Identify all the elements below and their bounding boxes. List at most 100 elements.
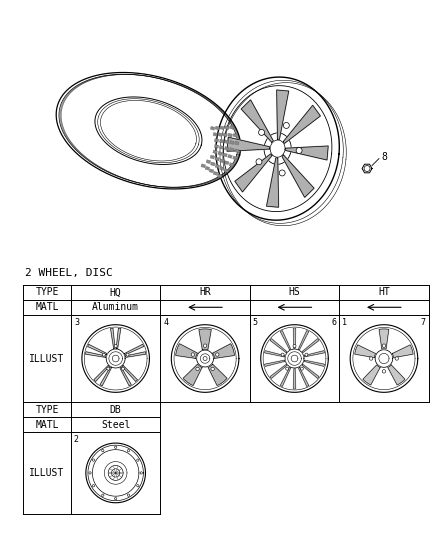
Polygon shape <box>213 344 234 358</box>
Polygon shape <box>392 345 413 358</box>
Bar <box>219 139 224 143</box>
Bar <box>217 174 222 178</box>
Text: 7: 7 <box>420 318 426 327</box>
Circle shape <box>92 459 95 461</box>
Circle shape <box>107 367 110 370</box>
Polygon shape <box>283 106 320 143</box>
Text: ILLUST: ILLUST <box>29 468 65 478</box>
Circle shape <box>127 449 130 452</box>
Text: HS: HS <box>289 287 300 297</box>
Bar <box>230 148 234 151</box>
Text: 2: 2 <box>74 435 79 444</box>
Circle shape <box>114 497 117 500</box>
Bar <box>215 164 220 168</box>
Circle shape <box>203 344 207 348</box>
Polygon shape <box>363 365 380 385</box>
Polygon shape <box>116 328 121 349</box>
Bar <box>219 166 224 171</box>
Bar <box>218 133 223 136</box>
Text: ILLUST: ILLUST <box>29 353 65 364</box>
Bar <box>206 160 211 164</box>
Polygon shape <box>298 330 309 350</box>
Circle shape <box>92 484 95 487</box>
Polygon shape <box>199 329 211 350</box>
Polygon shape <box>298 367 309 386</box>
Text: TYPE: TYPE <box>35 405 59 415</box>
Polygon shape <box>265 360 285 366</box>
Bar <box>230 125 234 130</box>
Polygon shape <box>183 364 202 385</box>
Circle shape <box>121 367 124 370</box>
Circle shape <box>300 367 304 370</box>
Text: 2 WHEEL, DISC: 2 WHEEL, DISC <box>25 268 113 278</box>
Bar <box>214 144 219 148</box>
Circle shape <box>283 123 290 128</box>
Text: 8: 8 <box>381 151 387 161</box>
Polygon shape <box>100 367 112 386</box>
Polygon shape <box>302 364 319 378</box>
Polygon shape <box>176 344 198 358</box>
Bar <box>210 155 215 159</box>
Polygon shape <box>265 351 285 357</box>
Text: MATL: MATL <box>35 302 59 312</box>
Circle shape <box>196 367 199 370</box>
Circle shape <box>258 130 265 135</box>
Circle shape <box>286 367 289 370</box>
Polygon shape <box>267 158 279 207</box>
Polygon shape <box>304 360 325 366</box>
Bar <box>201 164 205 168</box>
Circle shape <box>137 484 139 487</box>
Bar <box>228 155 232 158</box>
Text: 3: 3 <box>74 318 79 327</box>
Bar <box>223 153 227 157</box>
Polygon shape <box>282 155 314 197</box>
Polygon shape <box>122 365 138 382</box>
Circle shape <box>114 344 117 348</box>
Circle shape <box>89 472 91 474</box>
Circle shape <box>256 159 262 165</box>
Polygon shape <box>277 90 289 140</box>
Bar <box>213 132 218 136</box>
Bar <box>233 133 237 138</box>
Bar <box>213 172 218 175</box>
Circle shape <box>127 494 130 496</box>
Bar <box>214 139 219 142</box>
Circle shape <box>293 344 296 348</box>
Bar <box>229 163 234 167</box>
Polygon shape <box>208 364 227 385</box>
Text: Steel: Steel <box>101 419 131 430</box>
Polygon shape <box>293 328 296 349</box>
Circle shape <box>203 357 207 360</box>
Circle shape <box>382 370 385 373</box>
Circle shape <box>102 494 104 496</box>
Bar <box>234 141 239 145</box>
Circle shape <box>211 367 214 370</box>
Polygon shape <box>355 345 376 358</box>
Polygon shape <box>293 368 296 389</box>
Polygon shape <box>270 338 287 353</box>
Polygon shape <box>124 344 144 355</box>
Bar <box>213 150 217 154</box>
Polygon shape <box>227 137 270 151</box>
Polygon shape <box>304 351 325 357</box>
Polygon shape <box>388 365 405 385</box>
Polygon shape <box>280 367 291 386</box>
Circle shape <box>114 446 117 448</box>
Circle shape <box>126 353 129 356</box>
Text: 5: 5 <box>253 318 258 327</box>
Polygon shape <box>120 367 131 386</box>
Text: TYPE: TYPE <box>35 287 59 297</box>
Bar <box>215 126 220 130</box>
Polygon shape <box>125 352 146 358</box>
Bar <box>210 126 215 130</box>
Polygon shape <box>280 330 291 350</box>
Polygon shape <box>235 154 272 192</box>
Bar <box>205 166 210 170</box>
Text: 6: 6 <box>331 318 336 327</box>
Polygon shape <box>110 328 115 349</box>
Text: HT: HT <box>378 287 390 297</box>
Bar <box>230 141 234 144</box>
Bar <box>209 169 214 173</box>
Circle shape <box>102 353 105 356</box>
Text: HR: HR <box>199 287 211 297</box>
